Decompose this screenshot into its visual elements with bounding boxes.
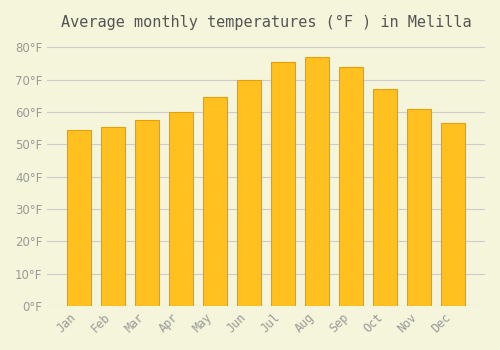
Bar	[203, 97, 227, 306]
Bar	[374, 89, 397, 306]
Bar	[237, 80, 261, 306]
Bar	[135, 120, 159, 306]
Bar	[442, 123, 465, 306]
Bar	[408, 109, 431, 306]
Bar	[67, 130, 91, 306]
Bar	[271, 62, 295, 306]
Bar	[169, 112, 193, 306]
Bar	[339, 67, 363, 306]
Bar	[101, 126, 125, 306]
Bar	[305, 57, 329, 306]
Title: Average monthly temperatures (°F ) in Melilla: Average monthly temperatures (°F ) in Me…	[61, 15, 472, 30]
